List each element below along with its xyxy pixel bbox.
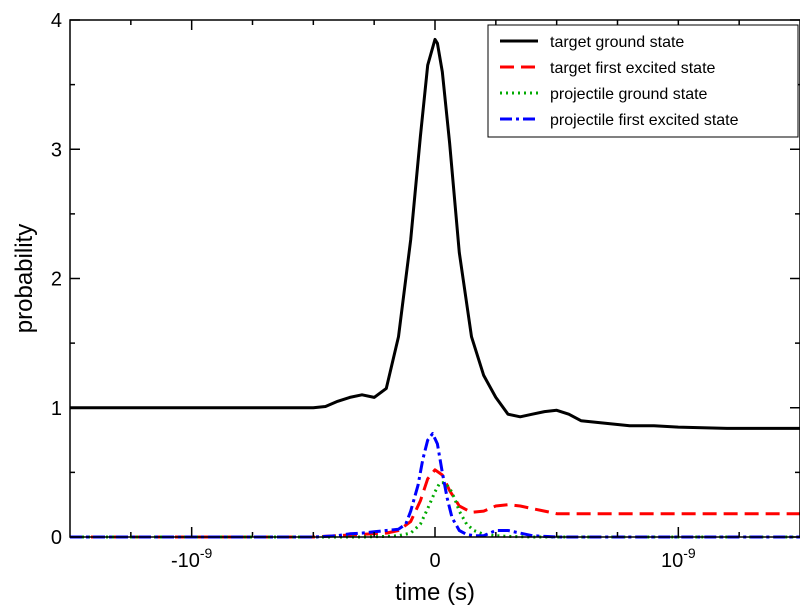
legend-label-1: target first excited state xyxy=(550,60,716,77)
legend-label-3: projectile first excited state xyxy=(550,112,739,129)
series-line-3 xyxy=(70,432,800,539)
y-tick-label-2: 2 xyxy=(51,269,62,291)
x-axis-title: time (s) xyxy=(395,579,475,606)
x-tick-label-2: 10-9 xyxy=(661,545,696,572)
ticks-layer: 0 1 2 3 4 -10-9 0 10-9 xyxy=(51,10,800,572)
legend: target ground state target first excited … xyxy=(487,24,799,138)
y-axis-title: probability xyxy=(11,224,38,333)
legend-box xyxy=(487,24,799,138)
series-line-2 xyxy=(70,481,800,539)
legend-label-0: target ground state xyxy=(550,34,684,51)
series-layer xyxy=(70,37,800,539)
y-tick-label-0: 0 xyxy=(51,527,62,549)
y-tick-label-4: 4 xyxy=(51,10,62,32)
legend-label-2: projectile ground state xyxy=(550,86,708,103)
y-tick-label-3: 3 xyxy=(51,139,62,161)
y-tick-label-1: 1 xyxy=(51,398,62,420)
x-tick-label-0: -10-9 xyxy=(171,545,213,572)
x-tick-label-1: 0 xyxy=(429,550,440,572)
series-line-0 xyxy=(70,37,800,430)
series-line-1 xyxy=(70,468,800,539)
